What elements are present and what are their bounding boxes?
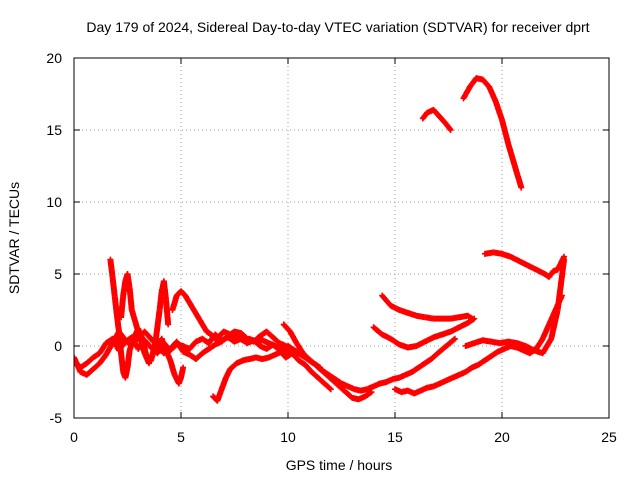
series-marker-run xyxy=(548,308,561,341)
series-marker-run xyxy=(554,258,567,312)
y-tick-label: 0 xyxy=(54,338,62,354)
x-tick-label: 5 xyxy=(177,429,185,445)
series-marker-run xyxy=(169,293,180,312)
series-marker-run xyxy=(219,333,230,344)
series-marker-run xyxy=(281,322,293,334)
data-point xyxy=(451,335,458,342)
series-marker-run xyxy=(313,362,325,373)
series-marker-run xyxy=(431,107,442,119)
grid-lines xyxy=(74,58,609,418)
series-marker-run xyxy=(337,384,348,395)
series-trace-l xyxy=(481,249,568,280)
series-marker-run xyxy=(163,298,171,326)
data-point xyxy=(165,321,172,328)
series-marker-run xyxy=(204,329,213,337)
series-marker-run xyxy=(435,343,449,356)
series-marker-run xyxy=(429,351,440,361)
series-marker-run xyxy=(444,336,457,349)
series-marker-run xyxy=(84,367,96,377)
series-marker-run xyxy=(271,335,282,346)
series-marker-run xyxy=(142,329,154,341)
data-point xyxy=(180,364,187,371)
series-marker-run xyxy=(546,269,556,279)
series-marker-run xyxy=(300,351,312,363)
series-marker-run xyxy=(437,115,449,127)
data-point xyxy=(469,315,476,322)
data-point xyxy=(561,253,568,260)
x-tick-label: 15 xyxy=(387,429,403,445)
series-marker-run xyxy=(152,308,163,345)
y-tick-label: -5 xyxy=(50,410,63,426)
series-marker-run xyxy=(420,110,430,121)
data-point xyxy=(327,386,334,393)
series-marker-run xyxy=(343,390,355,400)
series-trace-n xyxy=(460,75,525,191)
x-tick-label: 20 xyxy=(494,429,510,445)
series-trace-j xyxy=(379,292,476,322)
series-trace-i xyxy=(370,315,478,351)
series-trace-g xyxy=(280,321,458,394)
series-marker-run xyxy=(380,293,393,308)
series-marker-run xyxy=(137,337,148,355)
y-tick-label: 10 xyxy=(46,194,62,210)
series-marker-run xyxy=(194,351,205,361)
x-tick-label: 25 xyxy=(601,429,617,445)
series-marker-run xyxy=(84,355,96,366)
plot-frame xyxy=(73,57,610,419)
series-marker-run xyxy=(74,355,83,374)
series-marker-run xyxy=(505,142,518,168)
axes: 0 5 10 15 20 25 -5 0 5 10 15 20 xyxy=(46,50,617,445)
series-marker-run xyxy=(264,329,275,340)
series-trace-c xyxy=(107,256,172,381)
series-marker-run xyxy=(111,294,120,316)
series-marker-run xyxy=(174,339,186,354)
series-marker-run xyxy=(129,308,139,327)
series-marker-run xyxy=(178,289,188,298)
series-marker-run xyxy=(109,275,118,298)
data-point xyxy=(518,184,525,191)
series-marker-run xyxy=(316,375,327,386)
series-marker-run xyxy=(187,339,199,351)
series-marker-run xyxy=(499,118,511,146)
series-trace-d xyxy=(118,271,187,387)
y-tick-label: 5 xyxy=(54,266,62,282)
data-point xyxy=(447,127,454,133)
series-marker-run xyxy=(290,351,301,363)
series-marker-run xyxy=(309,369,320,380)
series-trace-m xyxy=(419,106,454,133)
plot-area xyxy=(74,75,568,404)
x-tick-label: 10 xyxy=(280,429,296,445)
series-marker-run xyxy=(465,313,474,321)
series-marker-run xyxy=(331,378,342,389)
series-marker-run xyxy=(126,286,135,312)
y-axis-label: SDTVAR / TECUs xyxy=(6,182,22,294)
x-tick-label: 0 xyxy=(70,429,78,445)
series-marker-run xyxy=(512,164,524,190)
series-marker-run xyxy=(107,258,116,279)
series-marker-run xyxy=(486,85,498,103)
series-marker-run xyxy=(228,361,239,372)
chart-title: Day 179 of 2024, Sidereal Day-to-day VTE… xyxy=(86,19,589,35)
series-marker-run xyxy=(371,325,385,337)
series-marker-run xyxy=(540,337,554,355)
series-marker-run xyxy=(124,348,133,370)
series-marker-run xyxy=(213,333,222,342)
series-marker-run xyxy=(322,381,333,392)
x-axis-label: GPS time / hours xyxy=(286,457,393,473)
y-tick-label: 20 xyxy=(46,50,62,66)
series-marker-run xyxy=(493,99,505,122)
series-marker-run xyxy=(444,122,453,132)
series-marker-run xyxy=(388,336,402,347)
series-marker-run xyxy=(91,361,102,372)
series-marker-run xyxy=(480,77,492,89)
y-tick-label: 15 xyxy=(46,122,62,138)
series-marker-run xyxy=(303,362,314,374)
series-trace-f xyxy=(210,343,375,404)
series-marker-run xyxy=(540,322,552,341)
series-marker-run xyxy=(118,294,127,319)
